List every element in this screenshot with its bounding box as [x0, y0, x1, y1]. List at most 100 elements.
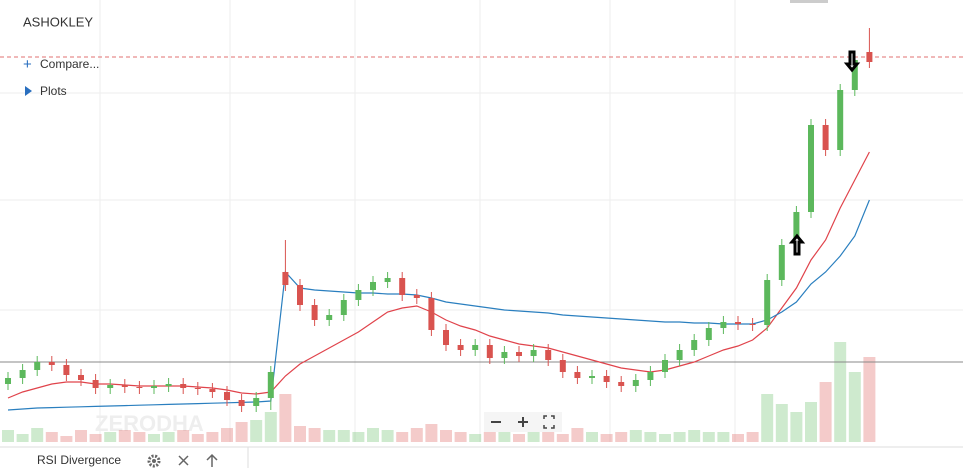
- volume-bar: [206, 432, 219, 442]
- candle-body: [545, 350, 552, 360]
- volume-bar: [264, 412, 277, 442]
- candle-body: [136, 387, 143, 388]
- volume-bar: [556, 434, 569, 442]
- expand-icon[interactable]: [25, 86, 32, 96]
- volume-bar: [790, 412, 803, 442]
- symbol-title: ASHOKLEY: [23, 14, 93, 29]
- volume-bar: [440, 430, 452, 442]
- candle-body: [340, 300, 347, 315]
- volume-bar: [381, 430, 394, 442]
- volume-bar: [367, 428, 379, 442]
- volume-bar: [279, 394, 292, 442]
- volume-bar: [819, 382, 832, 442]
- candle-body: [486, 345, 493, 358]
- candle-body: [326, 315, 333, 320]
- candle-body: [297, 285, 303, 305]
- candle-body: [282, 272, 289, 285]
- candle-body: [238, 400, 245, 406]
- indicator-label: RSI Divergence: [37, 453, 121, 467]
- plus-icon[interactable]: +: [23, 56, 32, 73]
- volume-bar: [702, 432, 715, 442]
- candle-body: [559, 360, 566, 372]
- candle-body: [866, 52, 873, 62]
- volume-bar: [133, 432, 146, 442]
- volume-bar: [513, 434, 525, 442]
- volume-bar: [805, 402, 817, 442]
- candle-body: [472, 345, 479, 350]
- volume-bar: [834, 342, 847, 442]
- candle-body: [311, 305, 318, 320]
- candle-body: [428, 298, 435, 330]
- volume-bar: [659, 434, 671, 442]
- plots-link[interactable]: Plots: [40, 84, 67, 98]
- volume-bar: [498, 430, 511, 442]
- volume-bar: [352, 432, 365, 442]
- candle-body: [603, 376, 610, 382]
- volume-bar: [221, 428, 233, 442]
- candle-body: [822, 125, 829, 150]
- up-arrow-signal: [788, 233, 806, 256]
- candle-body: [267, 372, 274, 398]
- candle-body: [778, 245, 785, 280]
- candle-body: [194, 388, 201, 389]
- candle-body: [92, 380, 99, 388]
- candle-body: [78, 375, 84, 380]
- candle-body: [589, 376, 595, 378]
- candle-body: [209, 389, 216, 392]
- volume-bar: [410, 428, 423, 442]
- settings-icon[interactable]: [147, 454, 161, 468]
- candle-body: [457, 345, 464, 350]
- move-up-icon[interactable]: [206, 453, 218, 467]
- candle-body: [355, 290, 362, 300]
- line-layer: [7, 151, 870, 411]
- volume-bar: [250, 420, 263, 442]
- compare-link[interactable]: Compare...: [40, 57, 99, 71]
- candle-body: [618, 382, 625, 386]
- volume-bar: [294, 426, 306, 442]
- scroll-handle: [790, 0, 828, 3]
- candle-body: [5, 378, 11, 384]
- zoom-out[interactable]: [491, 421, 501, 423]
- volume-bar: [717, 432, 730, 442]
- candle-body: [647, 372, 654, 380]
- candle-body: [413, 295, 420, 298]
- down-arrow-signal: [843, 50, 861, 73]
- volume-bar: [118, 430, 131, 442]
- volume-bar: [644, 432, 657, 442]
- volume-bar: [45, 432, 58, 442]
- volume-bar: [454, 432, 467, 442]
- volume-bar: [863, 357, 876, 442]
- volume-bar: [542, 430, 555, 442]
- candle-body: [107, 385, 114, 388]
- candle-body: [165, 384, 172, 386]
- volume-bar: [235, 422, 248, 442]
- volume-bar: [527, 432, 540, 442]
- candle-body: [705, 328, 712, 340]
- candle-body: [837, 90, 844, 150]
- volume-bar: [469, 434, 482, 442]
- candle-body: [151, 386, 157, 388]
- grid: [0, 0, 963, 442]
- volume-bar: [746, 432, 759, 442]
- candle-body: [180, 384, 187, 388]
- close-icon[interactable]: [178, 455, 189, 466]
- volume-layer: [2, 342, 876, 442]
- candle-body: [224, 392, 230, 400]
- candle-body: [121, 385, 128, 387]
- volume-bar: [308, 428, 321, 442]
- candle-layer: [5, 28, 873, 412]
- volume-bar: [688, 430, 701, 442]
- volume-bar: [16, 434, 29, 442]
- zoom-controls: [484, 412, 562, 432]
- zoom-in[interactable]: [518, 417, 528, 427]
- candle-body: [720, 322, 727, 328]
- volume-bar: [615, 432, 628, 442]
- candle-body: [399, 278, 406, 295]
- volume-bar: [60, 436, 73, 442]
- volume-bar: [2, 430, 14, 442]
- volume-bar: [31, 428, 44, 442]
- volume-bar: [775, 404, 788, 442]
- fullscreen[interactable]: [543, 415, 555, 429]
- candle-body: [516, 352, 522, 356]
